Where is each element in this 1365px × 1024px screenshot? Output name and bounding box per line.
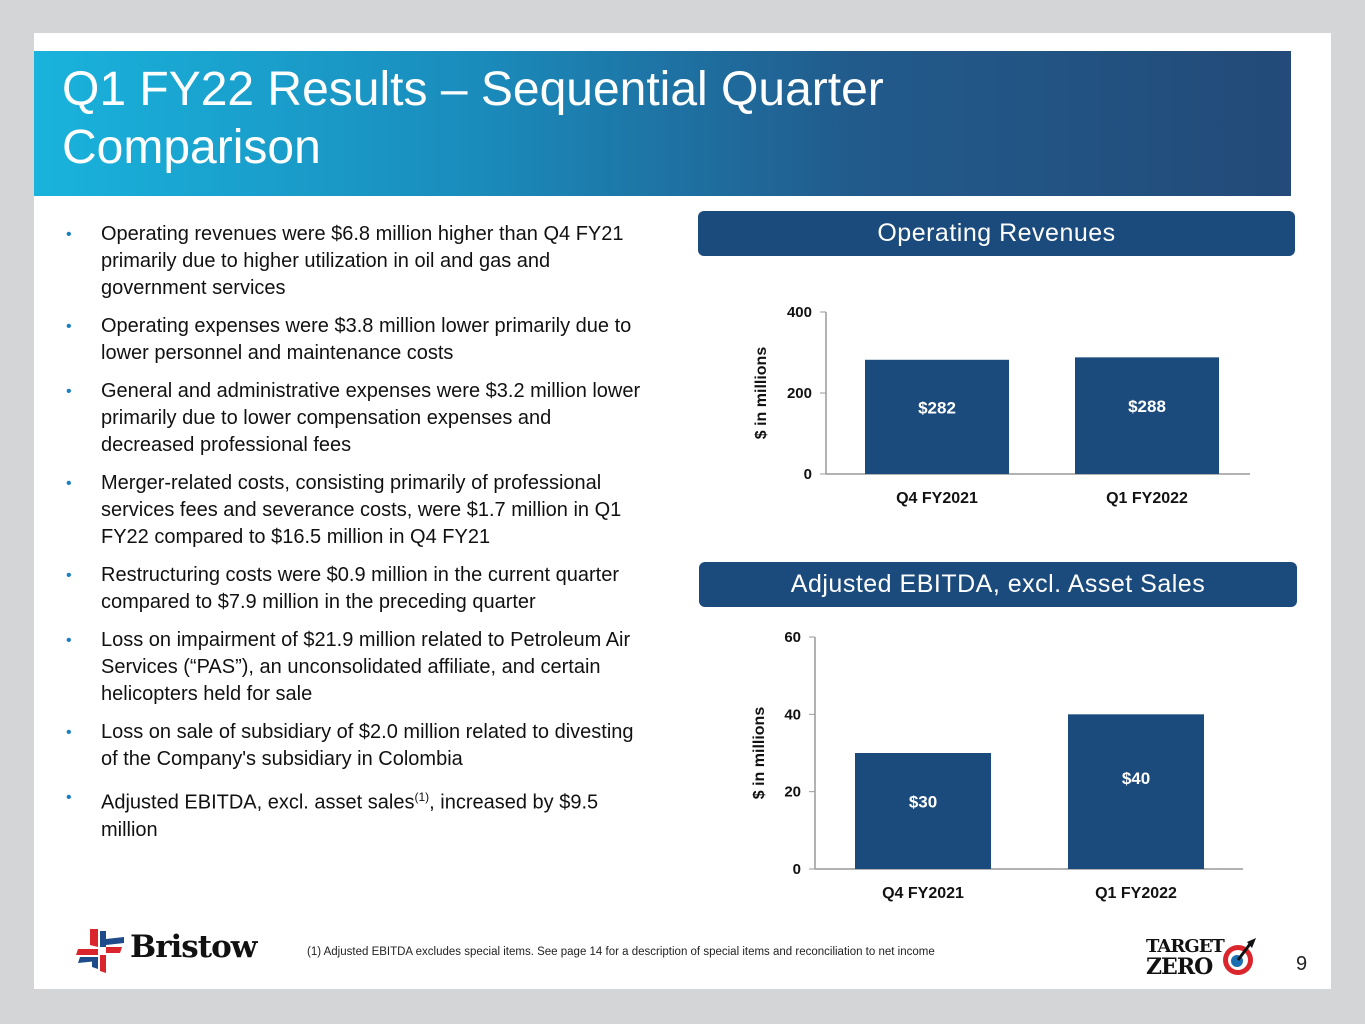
bullet-text: Restructuring costs were $0.9 million in… <box>101 564 620 613</box>
bullet-item: • Restructuring costs were $0.9 million i… <box>66 564 620 613</box>
y-tick-label: 60 <box>784 629 801 646</box>
footnote: (1) Adjusted EBITDA excludes special ite… <box>307 946 935 958</box>
bullet-item: • Loss on sale of subsidiary of $2.0 mill… <box>66 721 634 770</box>
data-label: $40 <box>1122 769 1150 788</box>
bullet-text: Operating expenses were $3.8 million low… <box>101 315 632 364</box>
bar <box>1068 714 1204 869</box>
bullet-text: , increased by $9.5 million <box>101 791 599 841</box>
page-number: 9 <box>1296 953 1308 975</box>
bullet-item: • Loss on impairment of $21.9 million rel… <box>66 629 631 705</box>
bullet-item: • Operating revenues were $6.8 million hi… <box>66 223 624 299</box>
bristow-logo-text: Bristow <box>130 929 257 965</box>
bristow-logo: Bristow <box>76 925 257 975</box>
y-tick-label: 40 <box>784 706 801 723</box>
data-label: $288 <box>1128 397 1166 416</box>
bristow-logo-mark-icon <box>76 929 124 973</box>
chart-title-ebitda: Adjusted EBITDA, excl. Asset Sales <box>699 562 1297 607</box>
x-tick-label: Q4 FY2021 <box>882 885 964 902</box>
chart-title-revenues: Operating Revenues <box>698 211 1295 256</box>
bullet-list: • Operating revenues were $6.8 million hi… <box>66 221 646 855</box>
y-tick-label: 0 <box>793 861 801 878</box>
bullet-item: • Adjusted EBITDA, excl. asset sales(1), … <box>66 789 599 841</box>
footnote-ref: (1) <box>414 790 430 804</box>
bar <box>1075 357 1219 474</box>
target-zero-text: TARGET <box>1146 936 1225 957</box>
slide: Q1 FY22 Results – Sequential Quarter Com… <box>34 33 1331 989</box>
bar <box>855 753 991 869</box>
bar <box>865 359 1009 474</box>
page-title: Q1 FY22 Results – Sequential Quarter Com… <box>62 63 884 174</box>
y-tick-label: 0 <box>804 466 812 483</box>
data-label: $30 <box>909 792 937 811</box>
target-zero-logo: TARGET ZERO <box>1146 936 1261 980</box>
x-tick-label: Q1 FY2022 <box>1095 885 1177 902</box>
data-label: $282 <box>918 398 956 417</box>
bullet-text: Merger-related costs, consisting primari… <box>101 472 622 548</box>
target-icon <box>1223 938 1256 975</box>
x-tick-label: Q4 FY2021 <box>896 490 978 507</box>
target-zero-text: ZERO <box>1146 954 1213 980</box>
bullet-text: Operating revenues were $6.8 million hig… <box>101 223 624 299</box>
bullet-text: Loss on sale of subsidiary of $2.0 milli… <box>101 721 634 770</box>
bullet-item: • General and administrative expenses wer… <box>66 380 641 456</box>
bullet-text: General and administrative expenses were… <box>101 380 641 456</box>
y-axis-label: $ in millions <box>753 347 770 440</box>
y-axis-label: $ in millions <box>751 707 768 800</box>
x-tick-label: Q1 FY2022 <box>1106 490 1188 507</box>
bullet-text: Adjusted EBITDA, excl. asset sales <box>101 791 415 814</box>
bullet-text: Loss on impairment of $21.9 million rela… <box>101 629 631 705</box>
bullet-item: • Operating expenses were $3.8 million lo… <box>66 315 632 364</box>
bullet-item: • Merger-related costs, consisting primar… <box>66 472 622 548</box>
y-tick-label: 20 <box>784 784 801 801</box>
y-tick-label: 400 <box>787 304 812 321</box>
y-tick-label: 200 <box>787 385 812 402</box>
title-banner: Q1 FY22 Results – Sequential Quarter Com… <box>34 51 1291 196</box>
